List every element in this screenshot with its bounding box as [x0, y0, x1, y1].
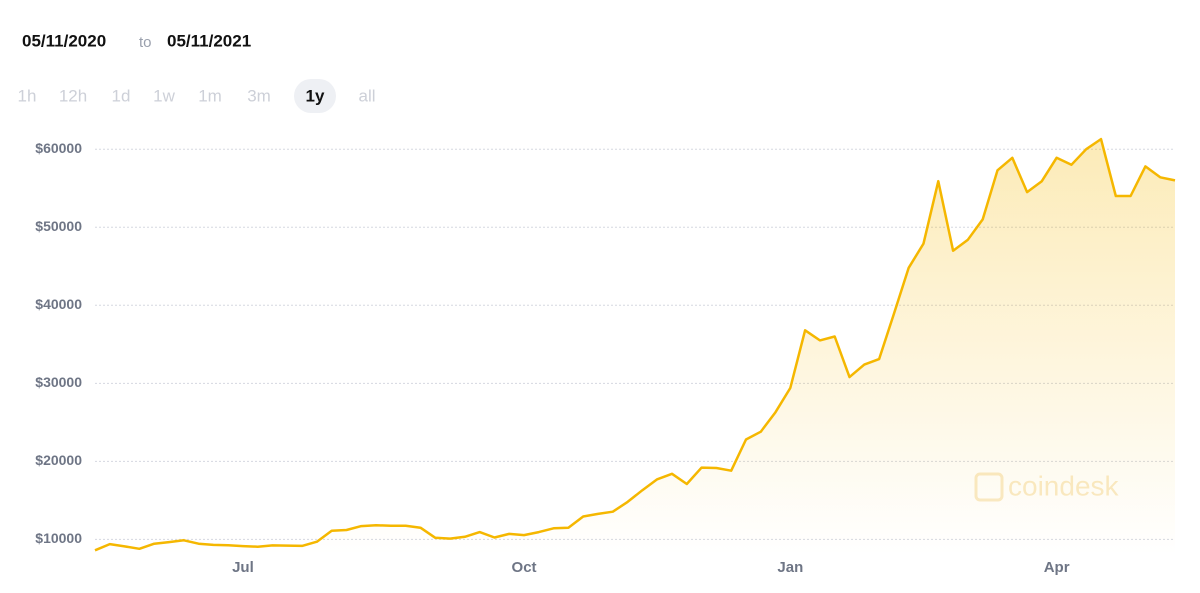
y-tick-label: $20000 — [35, 452, 82, 468]
y-tick-label: $40000 — [35, 296, 82, 312]
x-tick-label: Oct — [512, 559, 537, 576]
y-tick-label: $30000 — [35, 374, 82, 390]
date-from: 05/11/2020 — [22, 31, 106, 50]
range-button-label: 1d — [112, 86, 131, 105]
x-tick-label: Jul — [232, 559, 254, 576]
range-button-label: 1y — [306, 86, 325, 105]
range-button-label: 1m — [198, 86, 222, 105]
range-button[interactable]: 1m — [198, 86, 222, 105]
range-buttons: 1h 12h 1d 1w 1m 3m 1y all — [18, 79, 376, 113]
range-button[interactable]: all — [358, 86, 375, 105]
y-tick-label: $60000 — [35, 140, 82, 156]
range-button-label: 3m — [247, 86, 271, 105]
range-button[interactable]: 1d — [112, 86, 131, 105]
range-button-bg — [294, 79, 336, 113]
range-button-label: 12h — [59, 86, 87, 105]
x-tick-label: Jan — [777, 559, 803, 576]
price-line — [94, 137, 1176, 552]
range-button-label: all — [358, 86, 375, 105]
y-tick-label: $10000 — [35, 530, 82, 546]
y-tick-label: $50000 — [35, 218, 82, 234]
range-button[interactable]: 3m — [247, 86, 271, 105]
range-button[interactable]: 1y — [294, 79, 336, 113]
range-button[interactable]: 12h — [59, 86, 87, 105]
range-button-label: 1w — [153, 86, 175, 105]
date-to: 05/11/2021 — [167, 31, 251, 50]
range-button[interactable]: 1w — [153, 86, 175, 105]
x-tick-label: Apr — [1044, 559, 1070, 576]
range-button[interactable]: 1h — [18, 86, 37, 105]
range-button-label: 1h — [18, 86, 37, 105]
plot: $10000 $20000 $30000 $40000 $50000 $60000 Jul O… — [35, 137, 1176, 576]
date-separator: to — [139, 34, 152, 51]
area-fill — [95, 139, 1175, 555]
